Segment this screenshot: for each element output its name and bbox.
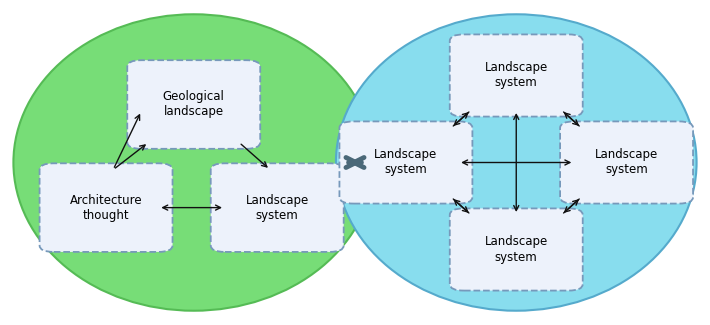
- FancyBboxPatch shape: [449, 208, 583, 291]
- FancyBboxPatch shape: [40, 163, 173, 252]
- Text: Landscape
system: Landscape system: [485, 61, 548, 89]
- Text: Geological
landscape: Geological landscape: [163, 90, 224, 119]
- FancyBboxPatch shape: [449, 34, 583, 117]
- Ellipse shape: [13, 14, 374, 311]
- FancyBboxPatch shape: [339, 122, 472, 203]
- Text: Landscape
system: Landscape system: [485, 236, 548, 264]
- Text: Landscape
system: Landscape system: [374, 149, 437, 176]
- FancyBboxPatch shape: [127, 60, 261, 149]
- Text: Architecture
thought: Architecture thought: [70, 194, 143, 222]
- Text: Landscape
system: Landscape system: [595, 149, 658, 176]
- FancyBboxPatch shape: [560, 122, 693, 203]
- Ellipse shape: [336, 14, 697, 311]
- FancyBboxPatch shape: [211, 163, 344, 252]
- Text: Landscape
system: Landscape system: [246, 194, 309, 222]
